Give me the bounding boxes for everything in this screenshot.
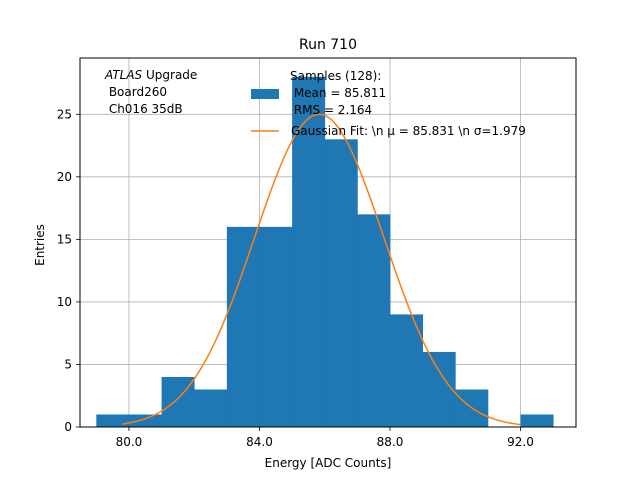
y-tick-label: 5 — [64, 357, 72, 371]
histogram-bars — [96, 76, 554, 428]
x-tick-label: 92.0 — [507, 435, 534, 449]
legend-samples-label: Samples (128): Mean = 85.811 RMS = 2.164 — [290, 69, 386, 117]
x-tick-label: 88.0 — [377, 435, 404, 449]
histogram-bar — [96, 414, 130, 427]
histogram-bar — [324, 139, 358, 427]
histogram-bar — [390, 314, 424, 427]
annotation-line-3: Ch016 35dB — [105, 102, 183, 116]
histogram-bar — [520, 414, 554, 427]
histogram-bar — [226, 226, 260, 427]
histogram-bar — [259, 226, 293, 427]
legend-samples-line: Samples (128): — [290, 69, 381, 83]
x-tick-label: 84.0 — [246, 435, 273, 449]
legend-samples-line: Mean = 85.811 — [290, 86, 386, 100]
x-axis-label: Energy [ADC Counts] — [265, 456, 392, 470]
legend-samples-swatch — [251, 89, 279, 99]
histogram-bar — [422, 351, 456, 427]
histogram-bar — [194, 389, 228, 427]
atlas-label: ATLAS — [104, 68, 143, 82]
y-tick-label: 25 — [57, 107, 72, 121]
histogram-bar — [128, 414, 162, 427]
histogram-bar — [292, 76, 326, 428]
axis-ticks: 80.0 84.0 88.0 92.0 0 5 10 15 20 25 — [57, 107, 534, 449]
annotation-line-2: Board260 — [105, 85, 167, 99]
y-tick-label: 10 — [57, 295, 72, 309]
legend-samples-line: RMS = 2.164 — [290, 103, 372, 117]
legend-fit-label: Gaussian Fit: \n μ = 85.831 \n σ=1.979 — [291, 124, 526, 138]
x-tick-label: 80.0 — [116, 435, 143, 449]
gaussian-fit — [122, 113, 521, 426]
y-tick-label: 20 — [57, 170, 72, 184]
legend: Samples (128): Mean = 85.811 RMS = 2.164… — [251, 69, 526, 138]
gaussian-fit-curve — [122, 113, 521, 426]
histogram-bar — [357, 214, 391, 427]
upgrade-label: Upgrade — [142, 68, 197, 82]
annotation-line-1: ATLAS Upgrade — [104, 68, 197, 82]
y-axis-label: Entries — [33, 224, 47, 266]
y-tick-label: 0 — [64, 420, 72, 434]
chart-title: Run 710 — [299, 37, 357, 53]
plot-frame — [79, 57, 577, 428]
annotation-box: ATLAS Upgrade Board260 Ch016 35dB — [104, 68, 197, 116]
y-tick-label: 15 — [57, 232, 72, 246]
